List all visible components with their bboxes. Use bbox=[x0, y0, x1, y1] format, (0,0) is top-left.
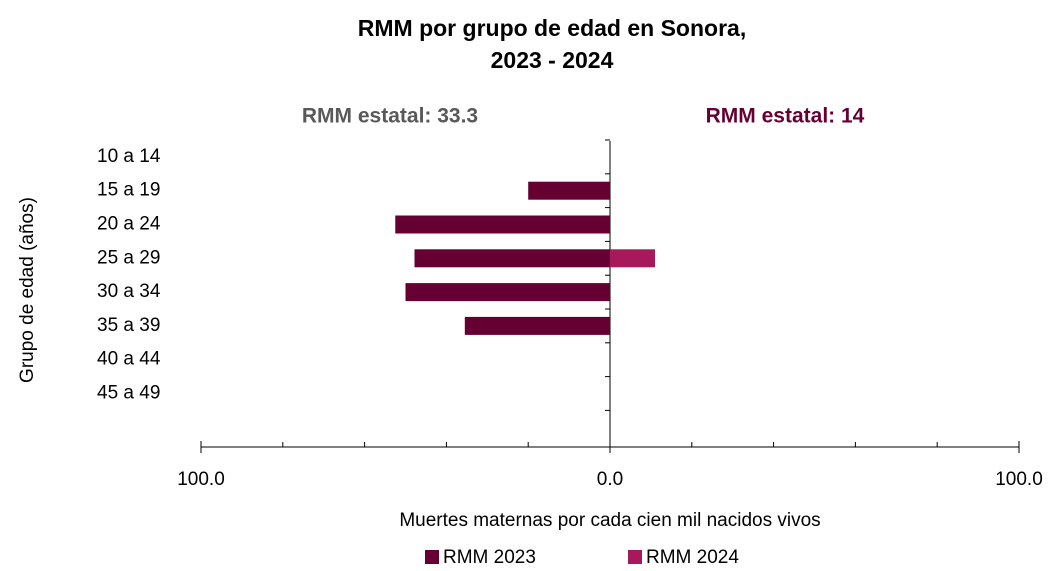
annotation: RMM estatal: 33.3 bbox=[302, 105, 478, 128]
y-tick-label: 25 a 29 bbox=[97, 247, 160, 268]
chart-title: RMM por grupo de edad en Sonora, bbox=[358, 15, 746, 41]
y-tick-label: 15 a 19 bbox=[97, 180, 160, 201]
legend-swatch bbox=[425, 550, 439, 564]
bar bbox=[405, 283, 610, 302]
x-tick-label: 0.0 bbox=[597, 469, 623, 490]
legend-label: RMM 2024 bbox=[646, 547, 739, 568]
bar bbox=[414, 249, 610, 268]
y-tick-label: 40 a 44 bbox=[97, 349, 161, 370]
x-axis-label: Muertes maternas por cada cien mil nacid… bbox=[399, 510, 820, 531]
x-tick-label: 100.0 bbox=[995, 469, 1043, 490]
legend-label: RMM 2023 bbox=[443, 547, 536, 568]
bar bbox=[610, 249, 655, 268]
x-tick-label: 100.0 bbox=[177, 469, 225, 490]
legend-swatch bbox=[628, 550, 642, 564]
y-tick-label: 35 a 39 bbox=[97, 315, 160, 336]
bar bbox=[464, 316, 610, 335]
y-tick-label: 45 a 49 bbox=[97, 383, 160, 404]
y-tick-label: 30 a 34 bbox=[97, 281, 161, 302]
y-tick-label: 20 a 24 bbox=[97, 214, 161, 235]
bar bbox=[395, 215, 610, 234]
bar bbox=[528, 181, 610, 200]
y-axis-label: Grupo de edad (años) bbox=[17, 197, 38, 383]
y-tick-label: 10 a 14 bbox=[97, 146, 161, 167]
chart-title: 2023 - 2024 bbox=[491, 47, 614, 73]
annotation: RMM estatal: 14 bbox=[706, 105, 865, 128]
